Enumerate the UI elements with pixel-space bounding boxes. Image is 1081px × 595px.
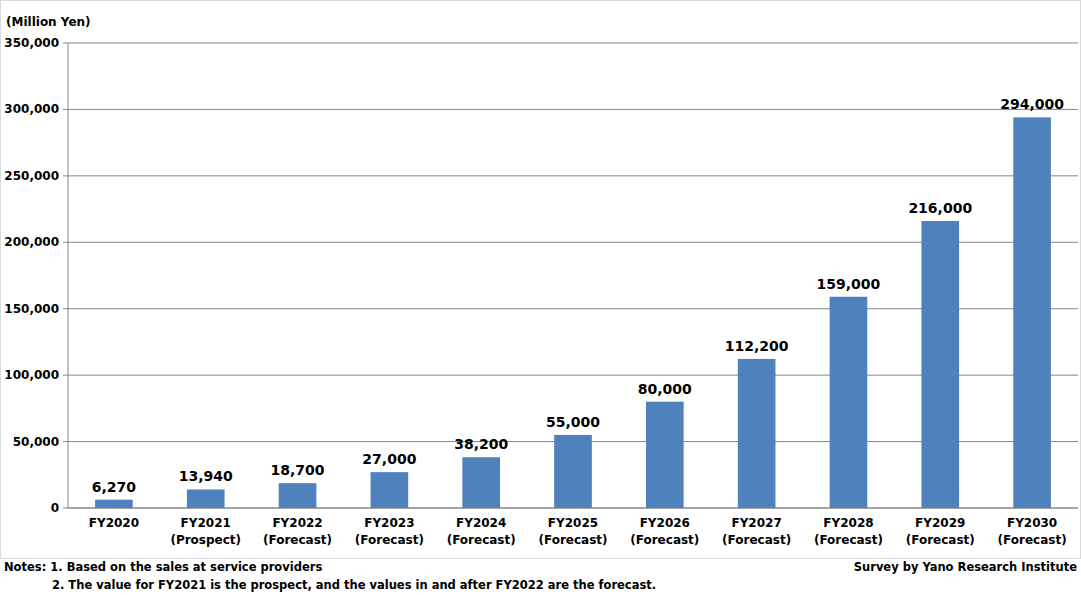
category-label: FY2025 (Forecast)	[538, 516, 607, 547]
category-label: FY2030 (Forecast)	[998, 516, 1067, 547]
category-label-line: FY2026	[640, 516, 690, 530]
bar	[554, 435, 592, 508]
data-label: 294,000	[1000, 96, 1064, 112]
category-label: FY2022 (Forecast)	[263, 516, 332, 547]
category-label-line: (Forecast)	[998, 533, 1067, 547]
note: Notes: 1. Based on the sales at service …	[4, 560, 322, 574]
data-label: 13,940	[179, 468, 233, 484]
bar	[1013, 117, 1051, 508]
tick-mark	[63, 441, 68, 442]
category-label-line: FY2030	[1007, 516, 1057, 530]
category-label: FY2028 (Forecast)	[814, 516, 883, 547]
tick-mark	[63, 175, 68, 176]
category-label-line: FY2025	[548, 516, 598, 530]
category-label: FY2029 (Forecast)	[906, 516, 975, 547]
bar	[187, 489, 225, 508]
category-label-line: (Prospect)	[170, 533, 241, 547]
bar	[738, 359, 776, 508]
tick-label: 100,000	[4, 368, 59, 382]
data-label: 216,000	[908, 200, 972, 216]
category-label-line: FY2027	[731, 516, 781, 530]
bar	[279, 483, 317, 508]
bars	[95, 117, 1051, 508]
category-label-line: (Forecast)	[538, 533, 607, 547]
bar	[921, 221, 959, 508]
data-label: 27,000	[362, 451, 416, 467]
chart: 0 50,000 100,000 150,000 200,000 250,000 300,0…	[0, 0, 1081, 595]
tick-mark	[63, 43, 68, 44]
source: Survey by Yano Research Institute	[854, 560, 1077, 574]
note: 2. The value for FY2021 is the prospect,…	[52, 578, 656, 592]
category-label-line: FY2020	[89, 516, 139, 530]
tick-mark	[63, 508, 68, 509]
category-label-line: (Forecast)	[447, 533, 516, 547]
data-label: 6,270	[92, 479, 137, 495]
category-label-line: FY2022	[272, 516, 322, 530]
grid-line	[68, 175, 1078, 176]
data-label: 80,000	[638, 381, 692, 397]
category-label: FY2021 (Prospect)	[170, 516, 241, 547]
tick-label: 150,000	[4, 302, 59, 316]
category-label-line: FY2023	[364, 516, 414, 530]
category-label-line: FY2029	[915, 516, 965, 530]
category-label: FY2026 (Forecast)	[630, 516, 699, 547]
category-label: FY2020	[89, 516, 139, 530]
tick-label: 350,000	[4, 36, 59, 50]
category-label-line: (Forecast)	[630, 533, 699, 547]
data-label: 38,200	[454, 436, 508, 452]
chart-border	[1, 1, 1081, 559]
tick-label: 200,000	[4, 235, 59, 249]
grid-line	[68, 43, 1078, 44]
bar	[830, 297, 868, 508]
category-label-line: FY2021	[181, 516, 231, 530]
tick-label: 300,000	[4, 102, 59, 116]
category-label-line: (Forecast)	[722, 533, 791, 547]
data-label: 55,000	[546, 414, 600, 430]
data-label: 112,200	[725, 338, 789, 354]
data-label: 159,000	[817, 276, 881, 292]
tick-mark	[63, 109, 68, 110]
category-label: FY2023 (Forecast)	[355, 516, 424, 547]
grid-line	[68, 109, 1078, 110]
category-label-line: (Forecast)	[263, 533, 332, 547]
category-label-line: (Forecast)	[355, 533, 424, 547]
tick-mark	[63, 375, 68, 376]
category-label: FY2024 (Forecast)	[447, 516, 516, 547]
axis-title: (Million Yen)	[6, 15, 91, 29]
category-label-line: FY2024	[456, 516, 506, 530]
tick-mark	[63, 242, 68, 243]
tick-label: 250,000	[4, 169, 59, 183]
bar	[371, 472, 409, 508]
tick-label: 0	[51, 501, 59, 515]
bar	[462, 457, 500, 508]
tick-mark	[63, 308, 68, 309]
category-label-line: FY2028	[823, 516, 873, 530]
tick-label: 50,000	[13, 435, 59, 449]
category-label-line: (Forecast)	[906, 533, 975, 547]
data-label: 18,700	[271, 462, 325, 478]
category-label: FY2027 (Forecast)	[722, 516, 791, 547]
bar	[646, 402, 684, 508]
y-axis	[68, 43, 69, 508]
bar	[95, 500, 133, 508]
category-label-line: (Forecast)	[814, 533, 883, 547]
